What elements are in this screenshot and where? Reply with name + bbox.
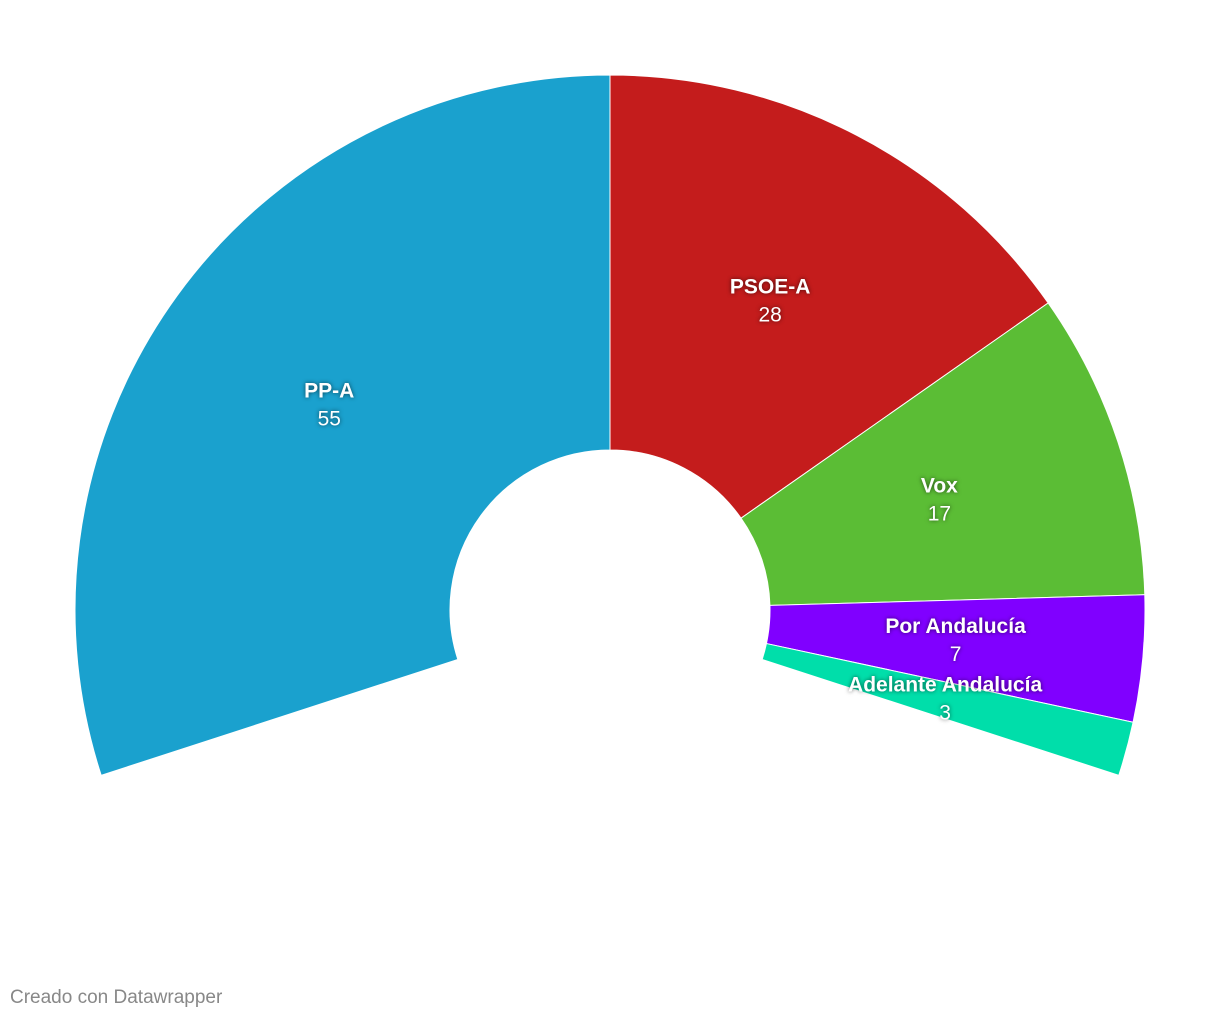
- segment-name: Vox: [921, 474, 958, 497]
- segment-label: Adelante Andalucía 3: [848, 674, 1042, 725]
- segment-name: PP-A: [304, 380, 354, 403]
- donut-segment: [609, 74, 1049, 519]
- segment-name: Por Andalucía: [885, 615, 1026, 638]
- segment-value: 7: [950, 643, 962, 666]
- segment-name: PSOE-A: [730, 276, 811, 299]
- segment-label: PP-A 55: [304, 380, 354, 431]
- segment-value: 3: [939, 702, 951, 725]
- segment-value: 17: [928, 502, 951, 525]
- donut-segment: [761, 642, 1134, 776]
- donut-segment: [740, 302, 1146, 606]
- footer: Creado con Datawrapper: [10, 987, 223, 1008]
- segment-value: 55: [318, 408, 341, 431]
- segment-label: Vox 17: [921, 474, 958, 525]
- donut-segment: [74, 74, 611, 776]
- segment-label: PSOE-A 28: [730, 276, 811, 327]
- segment-label: Por Andalucía 7: [885, 615, 1026, 666]
- segment-name: Adelante Andalucía: [848, 674, 1042, 697]
- segment-value: 28: [758, 304, 781, 327]
